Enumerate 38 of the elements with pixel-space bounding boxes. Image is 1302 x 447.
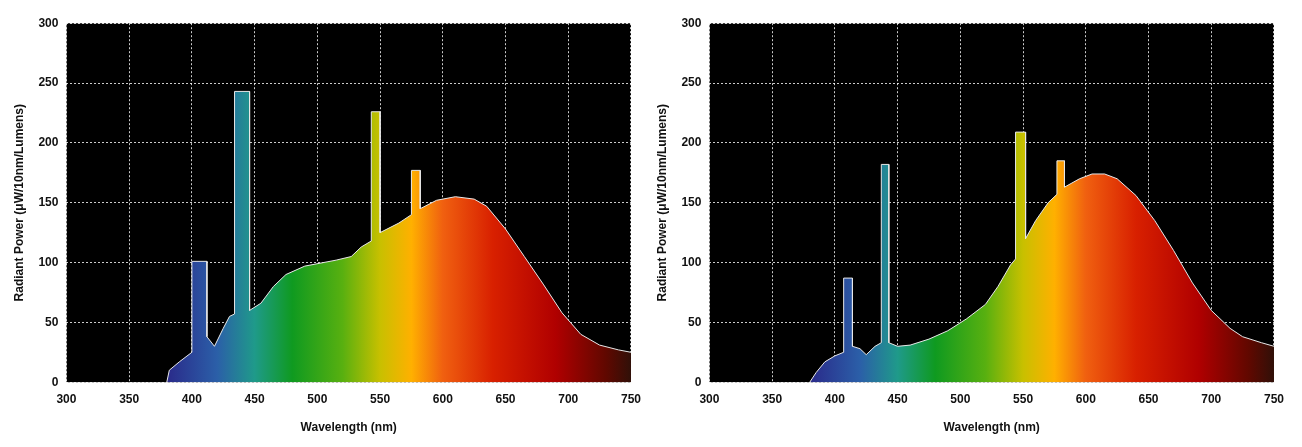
x-tick-label: 650 [495, 391, 516, 406]
y-tick-label: 300 [38, 15, 59, 30]
y-tick-label: 250 [38, 75, 59, 90]
x-tick-label: 500 [307, 391, 328, 406]
y-tick-label: 100 [681, 254, 702, 269]
x-axis-title: Wavelength (nm) [943, 420, 1040, 435]
y-axis-title: Radiant Power (μW/10nm/Lumens) [654, 104, 669, 302]
x-tick-label: 450 [887, 391, 908, 406]
x-tick-label: 400 [824, 391, 846, 406]
x-tick-label: 500 [950, 391, 971, 406]
x-tick-label: 750 [620, 391, 642, 406]
x-tick-label: 300 [699, 391, 720, 406]
x-tick-label: 450 [244, 391, 265, 406]
y-tick-label: 50 [688, 314, 702, 329]
x-tick-label: 650 [1138, 391, 1159, 406]
y-tick-label: 100 [38, 254, 59, 269]
x-tick-label: 550 [1013, 391, 1034, 406]
x-axis-title: Wavelength (nm) [300, 420, 397, 435]
x-tick-label: 350 [119, 391, 140, 406]
x-tick-label: 700 [558, 391, 579, 406]
y-tick-label: 250 [681, 75, 702, 90]
x-tick-label: 600 [432, 391, 454, 406]
y-axis-title: Radiant Power (μW/10nm/Lumens) [11, 104, 26, 302]
x-tick-label: 300 [56, 391, 77, 406]
x-tick-label: 550 [370, 391, 391, 406]
y-tick-label: 200 [681, 135, 702, 150]
x-tick-label: 350 [762, 391, 783, 406]
x-tick-label: 400 [181, 391, 203, 406]
y-tick-label: 50 [45, 314, 59, 329]
y-tick-label: 300 [681, 15, 702, 30]
x-tick-label: 750 [1263, 391, 1285, 406]
y-tick-label: 150 [38, 195, 59, 210]
y-tick-label: 200 [38, 135, 59, 150]
y-tick-label: 150 [681, 195, 702, 210]
x-tick-label: 600 [1075, 391, 1097, 406]
y-tick-label: 0 [51, 374, 59, 389]
x-tick-label: 700 [1201, 391, 1222, 406]
y-tick-label: 0 [694, 374, 702, 389]
